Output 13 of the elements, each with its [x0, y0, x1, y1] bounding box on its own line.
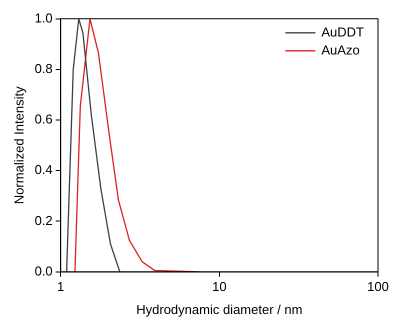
y-tick-label: 0.2 — [34, 212, 53, 228]
x-tick-label: 10 — [212, 279, 227, 294]
y-tick-label: 0.0 — [34, 263, 53, 278]
x-tick-label: 100 — [367, 279, 389, 294]
legend-label: AuAzo — [321, 42, 360, 58]
y-tick-label: 1.0 — [34, 10, 53, 26]
x-axis-title: Hydrodynamic diameter / nm — [136, 302, 302, 317]
x-tick-label: 1 — [57, 279, 64, 294]
y-tick-label: 0.4 — [34, 162, 53, 178]
legend-label: AuDDT — [321, 24, 364, 40]
y-axis-title: Normalized Intensity — [11, 86, 26, 204]
y-tick-label: 0.8 — [34, 60, 53, 76]
y-tick-label: 0.6 — [34, 112, 53, 127]
